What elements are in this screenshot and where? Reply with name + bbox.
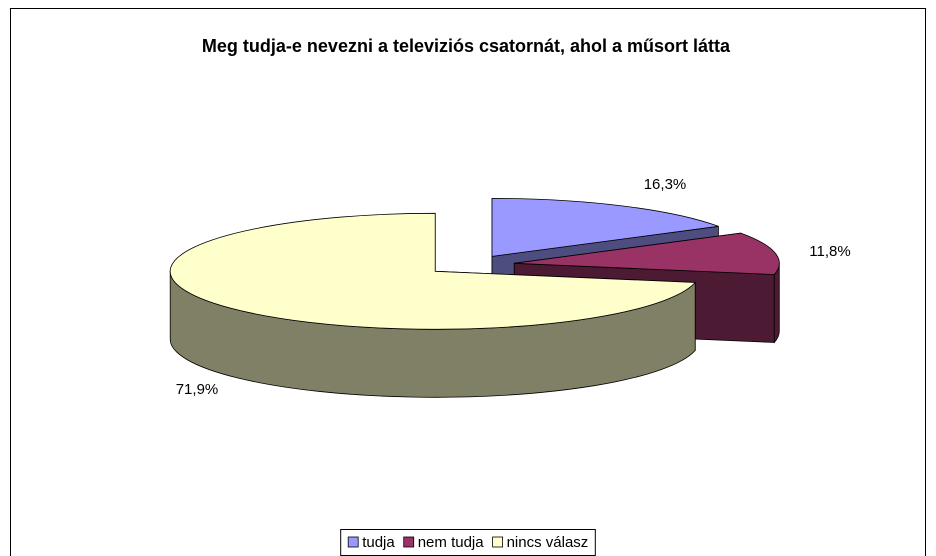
chart-title: Meg tudja-e nevezni a televiziós csatorn…: [202, 36, 731, 56]
legend-label: nincs válasz: [507, 534, 589, 551]
slice: [169, 212, 697, 330]
data-label: 16,3%: [644, 176, 687, 193]
slice: [491, 197, 719, 257]
legend-swatch: [403, 536, 415, 548]
legend-swatch: [347, 536, 359, 548]
slice-wall: [773, 263, 780, 344]
slice: [514, 232, 780, 275]
legend-swatch: [492, 536, 504, 548]
legend-label: nem tudja: [418, 534, 485, 551]
pie: [169, 197, 780, 398]
legend-label: tudja: [362, 534, 395, 551]
legend-box: [340, 529, 596, 556]
legend: tudja nem tudja nincs válasz: [340, 529, 596, 556]
data-label: 71,9%: [176, 381, 219, 398]
data-label: 11,8%: [809, 243, 850, 260]
